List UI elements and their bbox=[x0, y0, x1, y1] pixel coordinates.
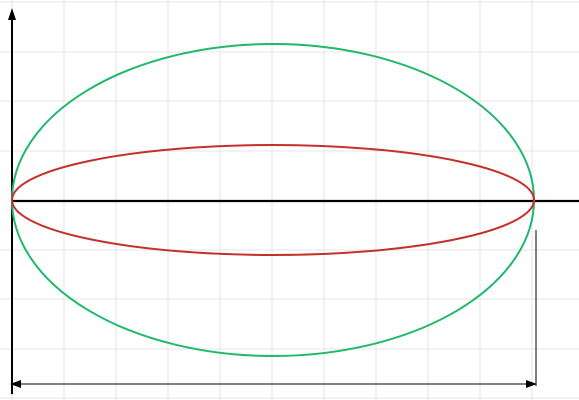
y-axis-arrow-icon bbox=[8, 8, 16, 20]
dimension-right-arrow-icon bbox=[526, 380, 537, 388]
dimension-left-arrow-icon bbox=[10, 380, 21, 388]
inner-ellipse bbox=[11, 144, 535, 256]
dimension-line bbox=[10, 380, 537, 388]
